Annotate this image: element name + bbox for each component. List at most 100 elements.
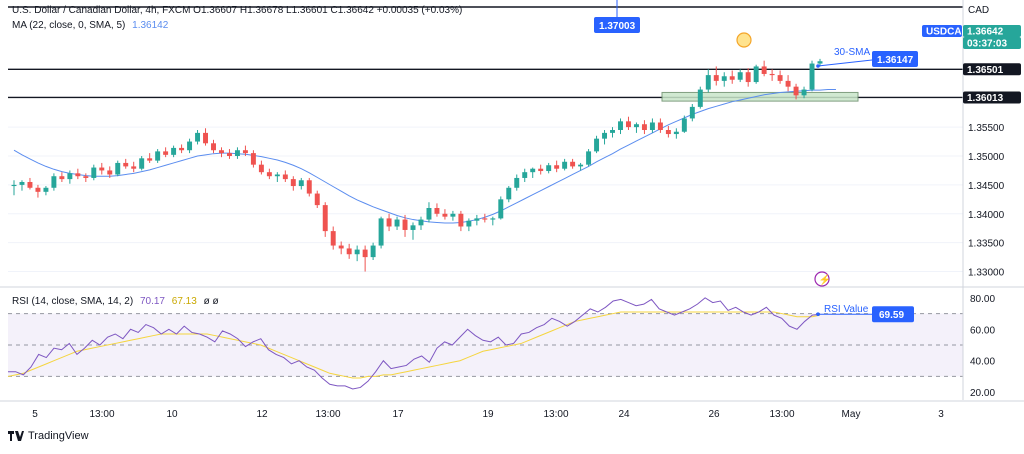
price-tag-label: 03:37:03 — [967, 39, 1007, 50]
candle-body — [99, 167, 105, 171]
candle-body — [322, 205, 328, 232]
candle-body — [402, 219, 408, 230]
annotation-bg — [872, 51, 918, 67]
candle-body — [11, 184, 17, 187]
candle-body — [59, 176, 65, 180]
annotation-label: RSI Value — [824, 304, 869, 315]
candle-body — [729, 76, 735, 80]
candle-body — [578, 164, 584, 167]
candle-body — [490, 218, 496, 220]
candle-body — [211, 143, 216, 151]
candle-body — [298, 180, 304, 187]
candle-body — [458, 213, 464, 227]
candle-body — [362, 249, 368, 258]
candle-body — [67, 173, 73, 180]
price-tag-label: 1.36642 — [967, 27, 1004, 38]
time-tick-label: 24 — [618, 409, 630, 420]
tradingview-logo-icon — [8, 431, 24, 441]
candle-body — [51, 176, 57, 188]
candle-body — [147, 158, 153, 161]
candle-body — [538, 168, 544, 172]
candle-body — [562, 161, 568, 169]
candle-body — [737, 72, 743, 80]
candle-body — [713, 75, 719, 81]
candle-body — [266, 172, 272, 177]
candle-body — [91, 167, 97, 178]
rsi-pane — [7, 297, 963, 390]
annotation-pointer — [817, 59, 873, 67]
tradingview-logo[interactable]: TradingView — [8, 430, 89, 442]
tradingview-logo-text: TradingView — [28, 430, 89, 442]
rsi-info-line: RSI (14, close, SMA, 14, 2) 70.17 67.13 … — [12, 296, 223, 307]
candle-body — [35, 187, 41, 192]
ma-label: MA (22, close, 0, SMA, 5) — [12, 20, 126, 31]
candle-body — [570, 161, 576, 167]
price-tick-label: 1.34000 — [968, 210, 1005, 221]
annotation-label: 1.36147 — [877, 55, 914, 66]
candle-body — [203, 132, 208, 144]
candle-body — [649, 122, 655, 130]
time-tick-label: 5 — [32, 409, 38, 420]
candle-body — [689, 106, 695, 119]
candle-body — [522, 172, 528, 178]
candle-body — [131, 166, 137, 169]
candles-layer — [11, 58, 823, 272]
candle-body — [594, 138, 600, 152]
candle-body — [179, 147, 185, 151]
price-tick-label: 1.34500 — [968, 181, 1005, 192]
time-tick-label: May — [842, 409, 861, 420]
candle-body — [618, 121, 623, 130]
rsi-extra: ø ø — [203, 296, 219, 307]
candle-body — [474, 218, 480, 221]
candle-body — [761, 66, 767, 74]
candle-body — [27, 182, 33, 188]
price-tag-label: 1.36501 — [967, 65, 1004, 76]
rsi-value-a: 70.17 — [139, 296, 165, 307]
candle-body — [43, 187, 49, 192]
price-tick-label: 1.33500 — [968, 239, 1005, 250]
candle-body — [155, 151, 161, 161]
time-tick-label: 13:00 — [769, 409, 794, 420]
candle-body — [450, 213, 456, 217]
support-zone-box — [661, 91, 859, 102]
candle-body — [809, 63, 815, 90]
candle-body — [721, 76, 727, 81]
symbol-ohlc-text: U.S. Dollar / Canadian Dollar, 4h, FXCM … — [12, 5, 463, 16]
event-icon — [814, 271, 830, 287]
annotations-layer: 1.37003 30-SMA 1.36147 ⚡ RSI Value 69.59 — [594, 0, 918, 323]
candle-body — [226, 153, 232, 156]
candle-body — [187, 141, 193, 151]
candle-body — [290, 179, 296, 187]
ma-value: 1.36142 — [132, 20, 169, 31]
candle-body — [482, 218, 488, 220]
candle-body — [498, 199, 504, 219]
candle-body — [386, 218, 392, 227]
time-tick-label: 3 — [938, 409, 944, 420]
candle-body — [657, 122, 663, 130]
candle-body — [626, 121, 631, 128]
ma-line-layer — [13, 89, 836, 224]
candle-body — [793, 86, 799, 96]
rsi-tick-label: 80.00 — [970, 294, 995, 305]
candle-body — [115, 162, 121, 175]
candle-body — [354, 249, 360, 255]
candle-body — [338, 245, 344, 249]
candle-body — [610, 130, 615, 133]
candle-body — [554, 165, 560, 169]
candle-body — [801, 89, 807, 96]
candle-body — [219, 150, 224, 154]
time-tick-label: 13:00 — [89, 409, 114, 420]
price-tag-bg — [963, 25, 1021, 37]
annotation-label: 69.59 — [879, 310, 904, 321]
rsi-tick-label: 20.00 — [970, 388, 995, 399]
candle-body — [394, 219, 400, 227]
candle-body — [602, 132, 608, 139]
rsi-tick-label: 60.00 — [970, 325, 995, 336]
price-tick-label: 1.35500 — [968, 123, 1005, 134]
annotation-label: 30-SMA — [834, 47, 870, 58]
price-axis: 1.35500 1.35000 1.34500 1.34000 1.33500 1.330… — [0, 0, 1024, 402]
time-tick-label: 26 — [708, 409, 720, 420]
price-tag-bg — [963, 91, 1021, 104]
price-grid — [8, 126, 963, 273]
